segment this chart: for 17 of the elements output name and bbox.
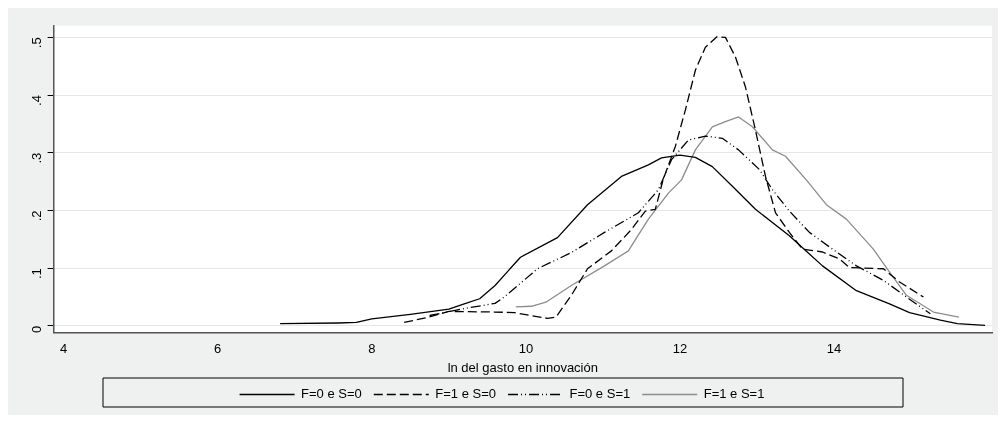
x-tick-label: 14 [826,341,842,357]
y-tick-label: 0 [29,325,45,334]
x-tick-label: 10 [518,341,534,357]
y-tick-label: .5 [29,37,45,49]
x-tick-label: 4 [60,341,68,357]
y-tick-label: .3 [29,152,45,164]
y-tick-label: .4 [29,95,45,106]
y-tick-label: .2 [29,210,45,222]
y-tick-label: .1 [29,268,45,280]
legend-label: F=1 e S=0 [435,386,497,402]
legend-label: F=0 e S=0 [301,386,362,402]
x-tick-label: 8 [368,341,376,357]
legend-label: F=1 e S=1 [703,386,765,402]
x-axis-title: ln del gasto en innovación [447,359,598,375]
x-tick-label: 12 [672,341,688,357]
legend-label: F=0 e S=1 [569,386,631,402]
x-tick-label: 6 [214,341,222,357]
